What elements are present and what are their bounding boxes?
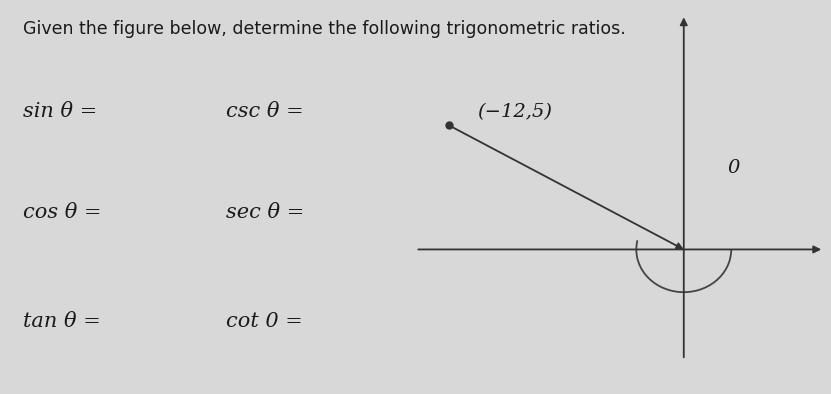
Text: Given the figure below, determine the following trigonometric ratios.: Given the figure below, determine the fo…: [23, 20, 627, 38]
Text: sec θ =: sec θ =: [226, 203, 304, 222]
Text: cos θ =: cos θ =: [23, 203, 102, 222]
Text: 0: 0: [727, 159, 740, 177]
Text: csc θ =: csc θ =: [226, 102, 303, 121]
Text: sin θ =: sin θ =: [23, 102, 98, 121]
Text: tan θ =: tan θ =: [23, 312, 101, 331]
Text: cot 0 =: cot 0 =: [226, 312, 302, 331]
Text: (−12,5): (−12,5): [477, 103, 553, 121]
